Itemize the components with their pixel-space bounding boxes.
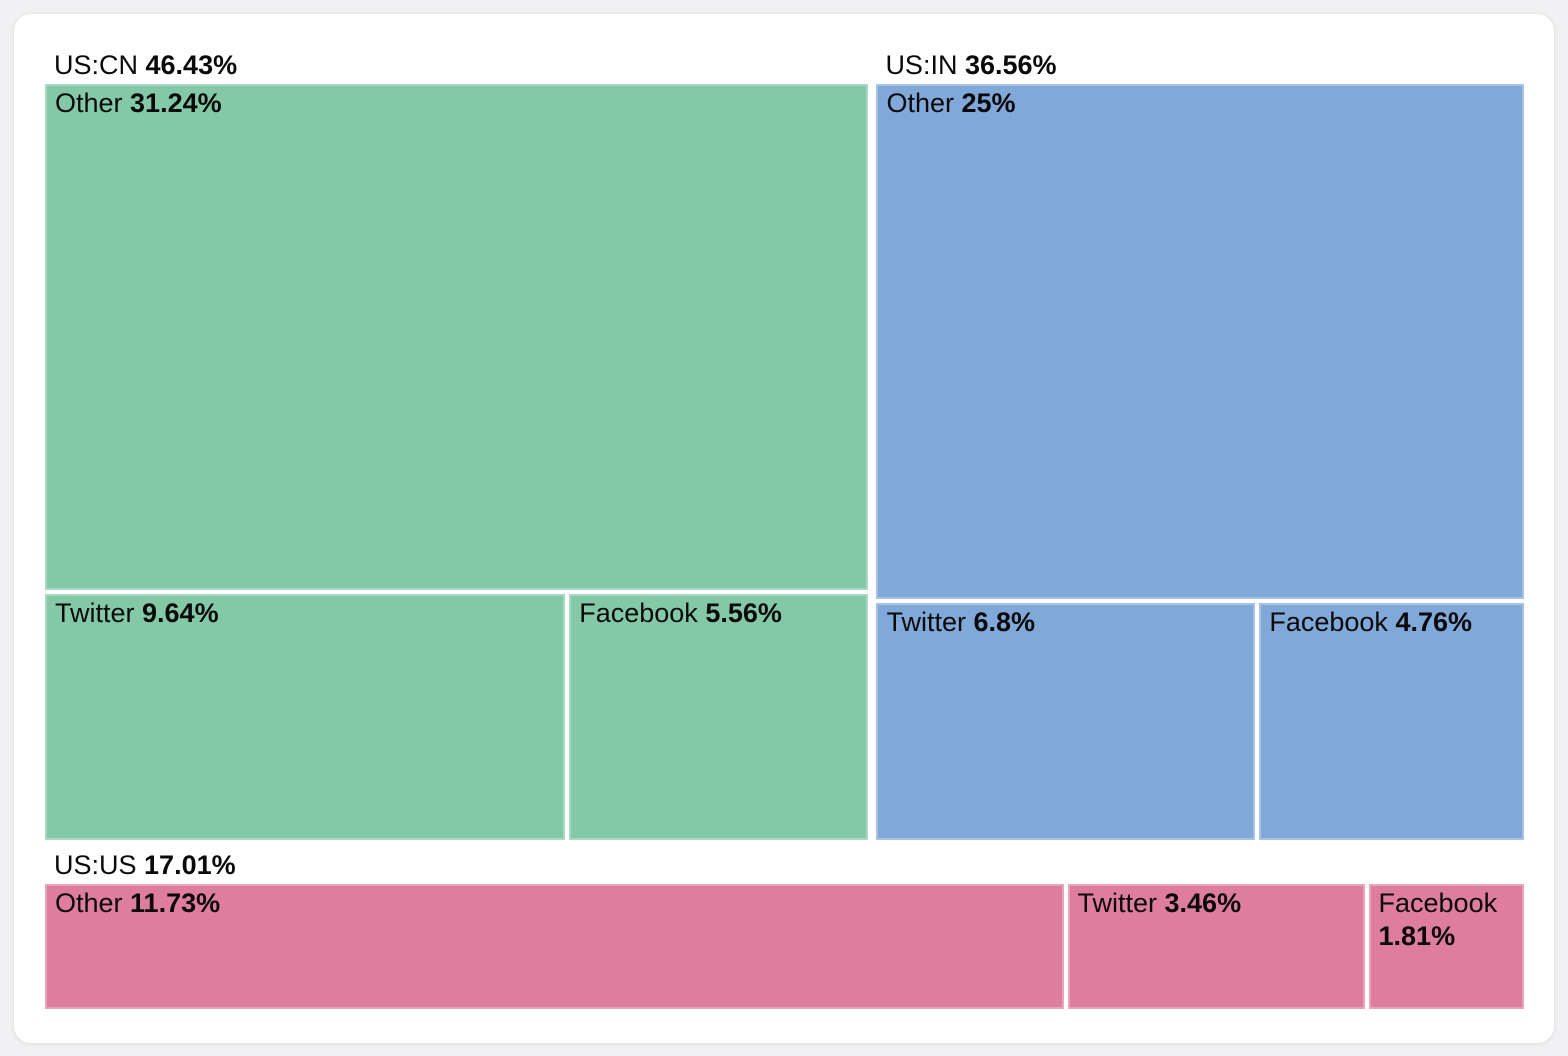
treemap-cell-label: Other 31.24% <box>55 88 222 118</box>
treemap-cell-label: Other 25% <box>886 88 1016 118</box>
treemap-cell-facebook[interactable]: Facebook 5.56% <box>569 594 869 840</box>
treemap-cell-label: Facebook 5.56% <box>579 598 782 629</box>
treemap-card: US:CN 46.43% Other 31.24% Twitter 9.64% Fac… <box>13 13 1555 1044</box>
treemap-cell-value: 6.8% <box>973 606 1035 637</box>
treemap: US:CN 46.43% Other 31.24% Twitter 9.64% Fac… <box>45 49 1524 1009</box>
treemap-cell-label: Facebook 4.76% <box>1269 606 1472 637</box>
treemap-cell-label: Facebook 1.81% <box>1378 887 1498 951</box>
treemap-cell-value: 4.76% <box>1395 606 1472 637</box>
treemap-cell-value: 11.73% <box>130 887 221 918</box>
treemap-group-header-us-cn: US:CN 46.43% <box>54 50 238 80</box>
treemap-cell-value: 5.56% <box>705 598 782 629</box>
treemap-cell-facebook[interactable]: Facebook 1.81% <box>1368 883 1524 1009</box>
treemap-cell-label: Other 11.73% <box>55 887 221 918</box>
treemap-cell-twitter[interactable]: Twitter 6.8% <box>876 602 1256 840</box>
treemap-cell-label: Twitter 6.8% <box>886 606 1035 637</box>
treemap-cell-value: 3.46% <box>1164 887 1242 918</box>
treemap-cell-other[interactable]: Other 11.73% <box>45 883 1064 1009</box>
treemap-cell-other[interactable]: Other 25% <box>876 84 1524 599</box>
treemap-group-value: 17.01% <box>144 849 236 880</box>
treemap-cell-twitter[interactable]: Twitter 9.64% <box>45 594 566 840</box>
treemap-cell-label: Twitter 9.64% <box>55 598 219 629</box>
treemap-cell-value: 31.24% <box>130 88 222 118</box>
treemap-group-value: 36.56% <box>964 50 1057 80</box>
treemap-group-header-us-us: US:US 17.01% <box>54 849 236 880</box>
treemap-cell-other[interactable]: Other 31.24% <box>45 84 869 591</box>
treemap-group-header-us-in: US:IN 36.56% <box>885 50 1057 80</box>
treemap-cell-label: Twitter 3.46% <box>1077 887 1242 918</box>
treemap-cell-facebook[interactable]: Facebook 4.76% <box>1259 602 1524 840</box>
treemap-group-value: 46.43% <box>145 50 238 80</box>
treemap-cell-value: 9.64% <box>142 598 219 629</box>
treemap-cell-value: 25% <box>961 88 1016 118</box>
treemap-cell-twitter[interactable]: Twitter 3.46% <box>1067 883 1365 1009</box>
treemap-cell-value: 1.81% <box>1378 920 1456 951</box>
